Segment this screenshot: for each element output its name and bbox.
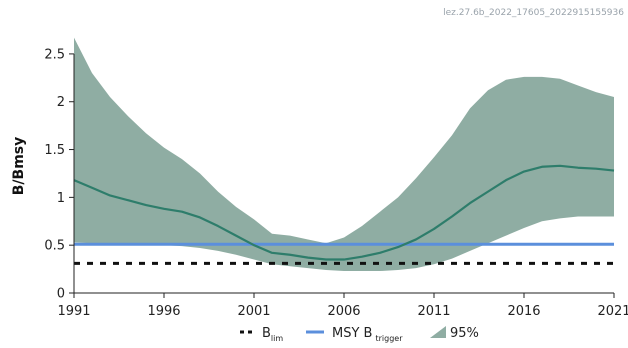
- plot-id-label: lez.27.6b_2022_17605_2022915155936: [443, 8, 624, 18]
- x-tick-label: 2001: [237, 304, 270, 319]
- y-tick-label: 2: [57, 95, 65, 110]
- y-tick-label: 1: [57, 191, 65, 206]
- y-tick-label: 0: [57, 287, 65, 302]
- legend-ci-swatch: [430, 326, 446, 338]
- x-tick-label: 2016: [507, 304, 540, 319]
- y-tick-label: 1.5: [44, 143, 65, 158]
- x-tick-label: 1996: [147, 304, 180, 319]
- legend-ci-label: 95%: [450, 326, 479, 341]
- y-tick-label: 2.5: [44, 47, 65, 62]
- ci-band-layer: [74, 37, 614, 272]
- x-tick-label: 2011: [417, 304, 450, 319]
- y-ticks: 0 0.5 1 1.5 2 2.5: [44, 47, 74, 302]
- series-layer: [73, 164, 615, 261]
- reference-lines-layer: [74, 242, 614, 265]
- y-axis-title: B/Bmsy: [11, 137, 27, 196]
- estimate-line: [73, 164, 615, 261]
- x-tick-label: 2006: [327, 304, 360, 319]
- x-tick-label: 2021: [597, 304, 628, 319]
- y-tick-label: 0.5: [44, 239, 65, 254]
- x-ticks: 1991 1996 2001 2006 2011 2016 2021: [57, 293, 628, 319]
- legend-blim-label: Blim: [262, 326, 283, 343]
- ci95-band: [74, 37, 614, 272]
- x-tick-label: 1991: [57, 304, 90, 319]
